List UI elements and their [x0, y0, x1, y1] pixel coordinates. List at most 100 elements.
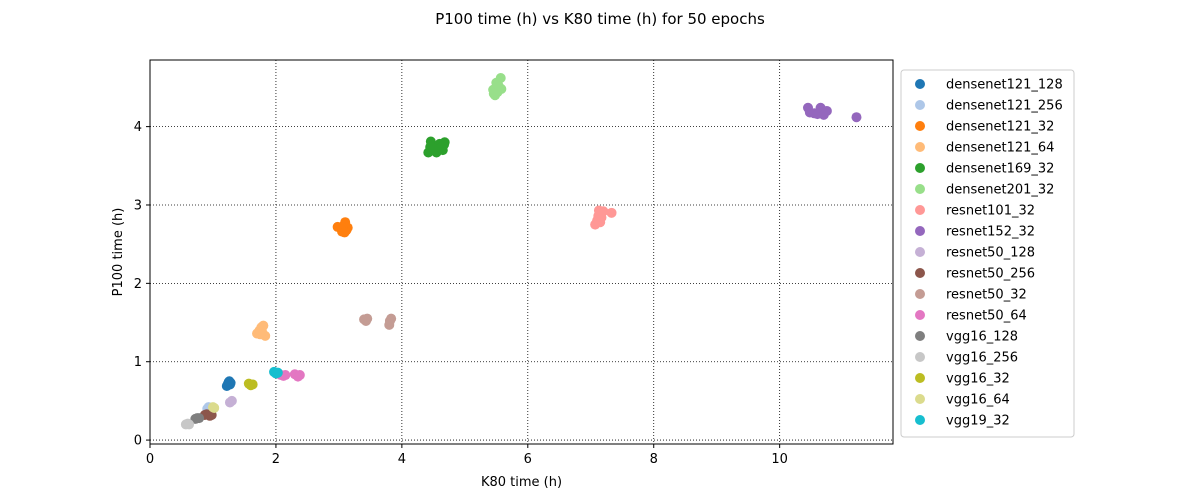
legend-marker — [915, 268, 925, 278]
series-vgg16_64 — [207, 402, 220, 413]
y-tick-label: 3 — [134, 198, 142, 213]
legend-marker — [915, 226, 925, 236]
data-point — [194, 413, 205, 424]
legend-item: vgg16_32 — [915, 372, 1010, 387]
legend-marker — [915, 163, 925, 173]
series-resnet152_32 — [802, 102, 862, 123]
legend-label: resnet50_128 — [946, 246, 1035, 261]
series-vgg16_256 — [180, 418, 195, 430]
legend-items: densenet121_128 densenet121_256 densenet12… — [915, 78, 1063, 429]
legend-label: densenet121_32 — [946, 120, 1054, 135]
series-densenet121_128 — [221, 376, 236, 392]
data-point — [593, 210, 604, 221]
legend-item: densenet121_32 — [915, 120, 1054, 135]
y-tick-label: 1 — [134, 355, 142, 370]
legend-label: resnet50_256 — [946, 267, 1035, 282]
x-tick-label: 2 — [272, 452, 280, 467]
legend-label: vgg16_64 — [946, 393, 1010, 408]
legend: densenet121_128 densenet121_256 densenet12… — [900, 69, 1075, 438]
series-densenet169_32 — [423, 136, 450, 158]
legend-item: resnet101_32 — [915, 204, 1035, 219]
legend-label: resnet50_32 — [946, 288, 1027, 303]
legend-item: densenet121_128 — [915, 78, 1063, 93]
legend-label: densenet121_64 — [946, 141, 1054, 156]
y-axis-label: P100 time (h) — [111, 208, 126, 297]
data-point — [362, 313, 373, 324]
data-point — [209, 402, 220, 413]
legend-item: densenet121_64 — [915, 141, 1054, 156]
legend-label: densenet169_32 — [946, 162, 1054, 177]
data-point — [247, 379, 258, 390]
legend-marker — [915, 331, 925, 341]
legend-item: resnet50_64 — [915, 309, 1027, 324]
series-vgg16_32 — [243, 378, 258, 391]
x-tick-label: 6 — [524, 452, 532, 467]
legend-box — [900, 69, 1075, 438]
legend-item: vgg16_256 — [915, 351, 1018, 366]
legend-label: densenet121_128 — [946, 78, 1063, 93]
series-vgg16_128 — [190, 413, 205, 424]
data-point — [226, 395, 237, 406]
data-point — [184, 419, 195, 430]
legend-marker — [915, 373, 925, 383]
series-resnet101_32 — [590, 205, 617, 230]
legend-item: resnet50_128 — [915, 246, 1035, 261]
legend-label: vgg16_128 — [946, 330, 1018, 345]
data-point — [339, 227, 350, 238]
data-point — [488, 88, 499, 99]
legend-label: densenet201_32 — [946, 183, 1054, 198]
legend-marker — [915, 289, 925, 299]
legend-marker — [915, 415, 925, 425]
legend-marker — [915, 100, 925, 110]
x-axis-ticks: 0 2 4 6 8 10 — [146, 444, 788, 467]
y-axis-ticks: 0 1 2 3 4 — [134, 120, 150, 449]
y-tick-label: 4 — [134, 120, 142, 135]
legend-label: vgg16_32 — [946, 372, 1010, 387]
legend-marker — [915, 310, 925, 320]
legend-item: vgg19_32 — [915, 414, 1010, 429]
data-point — [851, 112, 862, 123]
legend-marker — [915, 352, 925, 362]
legend-marker — [915, 205, 925, 215]
legend-marker — [915, 121, 925, 131]
data-point — [294, 370, 305, 381]
data-point — [280, 370, 291, 381]
legend-marker — [915, 247, 925, 257]
series-resnet50_32 — [359, 313, 397, 330]
data-point — [272, 367, 283, 378]
x-axis-label: K80 time (h) — [481, 475, 562, 490]
series-densenet201_32 — [488, 73, 507, 101]
data-point — [493, 80, 504, 91]
legend-label: vgg19_32 — [946, 414, 1010, 429]
x-tick-label: 4 — [398, 452, 406, 467]
legend-label: densenet121_256 — [946, 99, 1063, 114]
legend-label: resnet152_32 — [946, 225, 1035, 240]
x-tick-label: 0 — [146, 452, 154, 467]
legend-item: resnet50_256 — [915, 267, 1035, 282]
series-resnet50_128 — [224, 395, 237, 408]
legend-label: vgg16_256 — [946, 351, 1018, 366]
legend-marker — [915, 79, 925, 89]
legend-label: resnet101_32 — [946, 204, 1035, 219]
legend-item: vgg16_64 — [915, 393, 1010, 408]
y-tick-label: 2 — [134, 277, 142, 292]
y-tick-label: 0 — [134, 434, 142, 449]
series-vgg19_32 — [269, 366, 283, 379]
data-point — [257, 326, 268, 337]
data-point — [435, 142, 446, 153]
plot-frame — [149, 59, 894, 445]
legend-label: resnet50_64 — [946, 309, 1027, 324]
legend-marker — [915, 394, 925, 404]
data-points — [180, 73, 862, 430]
data-point — [428, 143, 439, 154]
chart-title: P100 time (h) vs K80 time (h) for 50 epo… — [435, 10, 765, 28]
x-tick-label: 8 — [650, 452, 658, 467]
data-point — [224, 376, 235, 387]
legend-item: densenet121_256 — [915, 99, 1063, 114]
legend-item: resnet152_32 — [915, 225, 1035, 240]
grid-lines — [149, 60, 893, 444]
data-point — [386, 313, 397, 324]
legend-item: vgg16_128 — [915, 330, 1018, 345]
legend-item: densenet169_32 — [915, 162, 1054, 177]
